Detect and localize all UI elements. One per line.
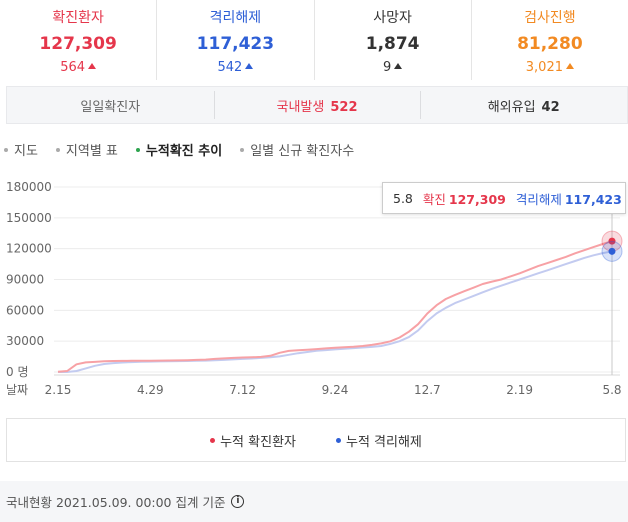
tooltip-released-value: 117,423 bbox=[564, 191, 622, 207]
data-point-released bbox=[608, 247, 616, 255]
stat-label: 확진환자 bbox=[52, 10, 104, 26]
chart-tooltip: 5.8 확진 127,309 격리해제 117,423 bbox=[382, 182, 626, 214]
daily-overseas: 해외유입 42 bbox=[420, 90, 627, 119]
stat-label: 검사진행 bbox=[524, 10, 576, 26]
daily-confirmed-bar: 일일확진자 국내발생 522 해외유입 42 bbox=[6, 86, 628, 124]
stat-delta: 9 bbox=[315, 59, 471, 77]
stat-delta-value: 3,021 bbox=[525, 60, 563, 75]
stat-delta: 3,021 bbox=[472, 59, 628, 77]
up-triangle-icon bbox=[88, 63, 97, 69]
x-tick-label: 2.15 bbox=[45, 383, 72, 397]
legend-dot-icon bbox=[336, 437, 341, 443]
stat-delta: 542 bbox=[157, 59, 313, 77]
stat-label: 사망자 bbox=[373, 10, 412, 26]
stat-value: 1,874 bbox=[365, 34, 420, 54]
tab-label: 지도 bbox=[14, 144, 38, 159]
bullet-icon bbox=[240, 147, 245, 152]
tooltip-released: 격리해제 117,423 bbox=[516, 189, 622, 208]
stat-delta-value: 9 bbox=[382, 60, 392, 75]
legend-item-released[interactable]: 누적 격리해제 bbox=[336, 431, 422, 450]
stat-deaths: 사망자 1,874 9 bbox=[315, 0, 472, 80]
y-tick-label: 0 명 bbox=[6, 365, 29, 379]
y-tick-label: 60000 bbox=[6, 303, 44, 317]
legend-item-confirmed[interactable]: 누적 확진환자 bbox=[210, 431, 296, 450]
tooltip-date: 5.8 bbox=[393, 190, 413, 206]
stat-delta-value: 542 bbox=[217, 60, 243, 75]
x-tick-label: 7.12 bbox=[229, 383, 256, 397]
bullet-icon bbox=[55, 147, 60, 152]
daily-overseas-value: 42 bbox=[541, 99, 560, 115]
stat-released: 격리해제 117,423 542 bbox=[157, 0, 315, 80]
series-line-confirmed bbox=[57, 240, 613, 373]
tab-label: 일별 신규 확진자수 bbox=[250, 144, 355, 159]
stat-label: 격리해제 bbox=[209, 10, 262, 26]
tooltip-confirmed-label: 확진 bbox=[422, 191, 446, 207]
view-tabs: 지도 지역별 표 누적확진 추이 일별 신규 확진자수 bbox=[4, 140, 372, 159]
bullet-icon bbox=[4, 147, 8, 152]
info-icon[interactable]: i bbox=[231, 495, 245, 508]
footer: 국내현황 2021.05.09. 00:00 집계 기준 i bbox=[0, 481, 628, 522]
tab-label: 누적확진 추이 bbox=[145, 144, 223, 159]
tooltip-confirmed-value: 127,309 bbox=[448, 191, 506, 207]
up-triangle-icon bbox=[245, 63, 254, 69]
stat-value: 127,309 bbox=[39, 34, 117, 54]
legend-label: 누적 격리해제 bbox=[346, 434, 422, 450]
stat-value: 81,280 bbox=[517, 34, 583, 54]
up-triangle-icon bbox=[565, 63, 574, 69]
x-tick-label: 12.7 bbox=[414, 383, 441, 397]
x-tick-label: 4.29 bbox=[137, 383, 164, 397]
tab-map[interactable]: 지도 bbox=[4, 140, 38, 159]
tab-daily-new[interactable]: 일별 신규 확진자수 bbox=[240, 140, 354, 159]
y-tick-label: 30000 bbox=[6, 334, 44, 348]
tab-region-table[interactable]: 지역별 표 bbox=[55, 140, 118, 159]
stat-delta: 564 bbox=[0, 59, 156, 77]
legend-label: 누적 확진환자 bbox=[220, 434, 296, 450]
daily-domestic-label: 국내발생 bbox=[276, 99, 325, 115]
up-triangle-icon bbox=[394, 63, 403, 69]
data-point-confirmed bbox=[608, 237, 616, 245]
y-tick-label: 90000 bbox=[6, 273, 44, 287]
footer-text: 국내현황 2021.05.09. 00:00 집계 기준 bbox=[6, 495, 226, 510]
daily-domestic-value: 522 bbox=[330, 99, 358, 115]
tooltip-released-label: 격리해제 bbox=[515, 191, 562, 207]
tooltip-confirmed: 확진 127,309 bbox=[423, 189, 506, 208]
x-tick-label: 5.8 bbox=[602, 383, 621, 397]
stat-testing: 검사진행 81,280 3,021 bbox=[472, 0, 628, 80]
stat-confirmed: 확진환자 127,309 564 bbox=[0, 0, 158, 80]
y-tick-label: 120000 bbox=[6, 242, 52, 256]
stats-bar: 확진환자 127,309 564 격리해제 117,423 542 사망자 1,… bbox=[0, 0, 628, 80]
daily-overseas-label: 해외유입 bbox=[487, 99, 536, 115]
stat-value: 117,423 bbox=[196, 34, 275, 54]
x-tick-label: 2.19 bbox=[506, 383, 533, 397]
daily-label: 일일확진자 bbox=[80, 99, 141, 115]
stat-delta-value: 564 bbox=[60, 60, 86, 75]
y-tick-label: 150000 bbox=[6, 211, 52, 225]
cumulative-chart[interactable]: 180000 150000 120000 90000 60000 30000 0 명날짜 2.… bbox=[0, 170, 628, 410]
y-tick-label: 180000 bbox=[6, 180, 52, 194]
bullet-icon bbox=[135, 147, 140, 152]
chart-legend: 누적 확진환자 누적 격리해제 bbox=[6, 418, 626, 462]
x-tick-label: 9.24 bbox=[322, 383, 349, 397]
x-axis-label: 날짜 bbox=[6, 383, 28, 397]
daily-domestic: 국내발생 522 bbox=[213, 90, 421, 119]
legend-dot-icon bbox=[210, 437, 216, 443]
tab-cumulative-trend[interactable]: 누적확진 추이 bbox=[135, 140, 223, 159]
tab-label: 지역별 표 bbox=[65, 144, 118, 159]
